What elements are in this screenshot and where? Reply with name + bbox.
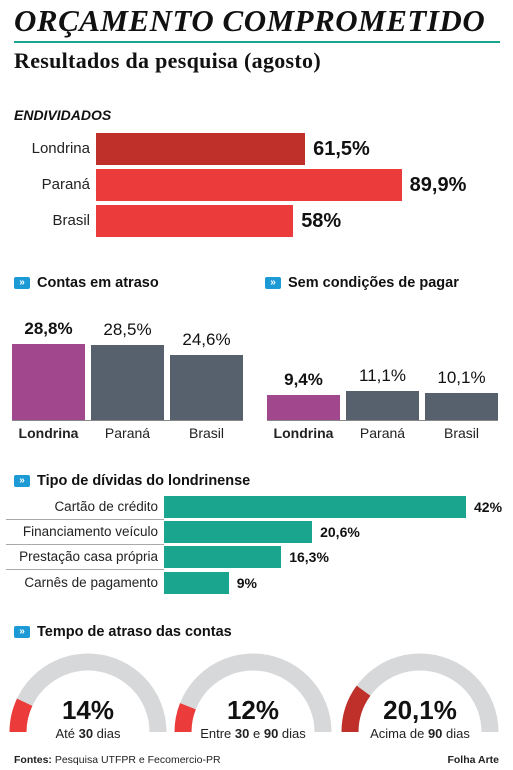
bar-category-label: Brasil — [52, 212, 90, 229]
bar-category-label: Londrina — [273, 425, 334, 441]
page-title: ORÇAMENTO COMPROMETIDO — [14, 3, 486, 38]
bar-value-label: 9% — [236, 575, 257, 591]
bar-value-label: 9,4% — [284, 370, 323, 390]
row-divider — [6, 569, 164, 570]
gauge-track — [9, 653, 167, 733]
gauge-label-part: Acima de — [370, 726, 428, 741]
sem-condicoes-header: » Sem condições de pagar — [265, 273, 459, 293]
bar-value-label: 58% — [301, 210, 342, 232]
gauge-track — [174, 653, 332, 733]
contas-em-atraso-title: Contas em atraso — [37, 275, 159, 291]
gauge-label-part: dias — [93, 726, 121, 741]
bar — [267, 395, 340, 420]
axis-baseline — [12, 420, 243, 421]
gauge-value-label: 12% — [226, 695, 280, 725]
tipo-dividas-header: » Tipo de dívidas do londrinense — [14, 471, 250, 491]
gauge-label-part: 90 — [427, 726, 443, 741]
row-divider — [6, 519, 164, 520]
credit: Folha Arte — [447, 754, 499, 766]
bar-category-label: Brasil — [443, 425, 479, 441]
bar-value-label: 10,1% — [437, 368, 486, 388]
bar — [164, 521, 313, 543]
bar-value-label: 89,9% — [409, 174, 467, 196]
bar-value-label: 28,8% — [24, 319, 73, 338]
chevron-right-icon: » — [265, 277, 281, 289]
tempo-atraso-header: » Tempo de atraso das contas — [14, 622, 232, 642]
gauge-category-label: Acima de 90 dias — [345, 726, 495, 741]
bar-category-label: Londrina — [31, 140, 90, 157]
chevron-right-icon: » — [14, 277, 30, 289]
bar — [170, 355, 243, 420]
bar — [164, 572, 229, 594]
gauge-label-part: e — [249, 726, 264, 741]
bar-category-label: Brasil — [188, 425, 224, 441]
gauge-chart — [174, 653, 332, 733]
gauge-fill — [341, 685, 371, 733]
bar-category-label: Cartão de crédito — [54, 499, 158, 514]
title-divider — [14, 41, 500, 43]
bar-value-label: 16,3% — [289, 549, 329, 565]
bar — [96, 133, 306, 165]
bar-value-label: 28,5% — [103, 319, 152, 339]
tempo-atraso-title: Tempo de atraso das contas — [37, 624, 232, 640]
gauge-value-label: 20,1% — [383, 695, 457, 725]
bar — [12, 344, 85, 420]
bar-category-label: Financiamento veículo — [22, 524, 158, 539]
gauge-label-part: Entre — [200, 726, 235, 741]
endividados-title: ENDIVIDADOS — [14, 107, 112, 123]
gauge-fill — [174, 703, 196, 733]
axis-baseline — [267, 420, 498, 421]
bar-category-label: Paraná — [359, 425, 406, 441]
bar — [96, 169, 402, 201]
gauge-chart — [9, 653, 167, 733]
gauge-label-part: 90 — [263, 726, 279, 741]
bar-category-label: Londrina — [18, 425, 79, 441]
bar-value-label: 61,5% — [313, 138, 370, 160]
bar-value-label: 24,6% — [182, 330, 231, 350]
source-prefix: Fontes: — [14, 754, 52, 766]
bar-value-label: 42% — [474, 499, 503, 515]
bar — [164, 546, 282, 568]
bar — [346, 390, 419, 420]
page-subtitle: Resultados da pesquisa (agosto) — [14, 48, 321, 73]
contas-em-atraso-header: » Contas em atraso — [14, 273, 159, 293]
gauge-category-label: Entre 30 e 90 dias — [178, 726, 328, 741]
gauge-value-label: 14% — [61, 695, 115, 725]
chevron-right-icon: » — [14, 475, 30, 487]
gauge-label-part: 30 — [234, 726, 250, 741]
chevron-right-icon: » — [14, 626, 30, 638]
source-text: Pesquisa UTFPR e Fecomercio-PR — [54, 754, 221, 766]
sem-condicoes-title: Sem condições de pagar — [288, 275, 459, 291]
bar-category-label: Paraná — [41, 176, 90, 193]
gauge-fill — [9, 698, 33, 733]
source-note: Fontes: Pesquisa UTFPR e Fecomercio-PR — [14, 754, 221, 766]
tipo-dividas-title: Tipo de dívidas do londrinense — [37, 473, 251, 489]
bar-category-label: Carnês de pagamento — [24, 575, 158, 590]
gauge-category-label: Até 30 dias — [13, 726, 163, 741]
gauge-label-part: dias — [442, 726, 470, 741]
bar — [164, 496, 466, 518]
bar — [425, 393, 498, 420]
gauge-label-part: 30 — [78, 726, 94, 741]
bar — [91, 344, 164, 420]
bar — [96, 205, 294, 237]
gauge-label-part: Até — [55, 726, 79, 741]
row-divider — [6, 544, 164, 545]
bar-value-label: 20,6% — [320, 524, 360, 540]
bar-category-label: Paraná — [104, 425, 151, 441]
gauge-chart — [341, 653, 499, 733]
gauge-label-part: dias — [278, 726, 306, 741]
bar-category-label: Prestação casa própria — [19, 549, 158, 564]
bar-value-label: 11,1% — [359, 365, 406, 385]
